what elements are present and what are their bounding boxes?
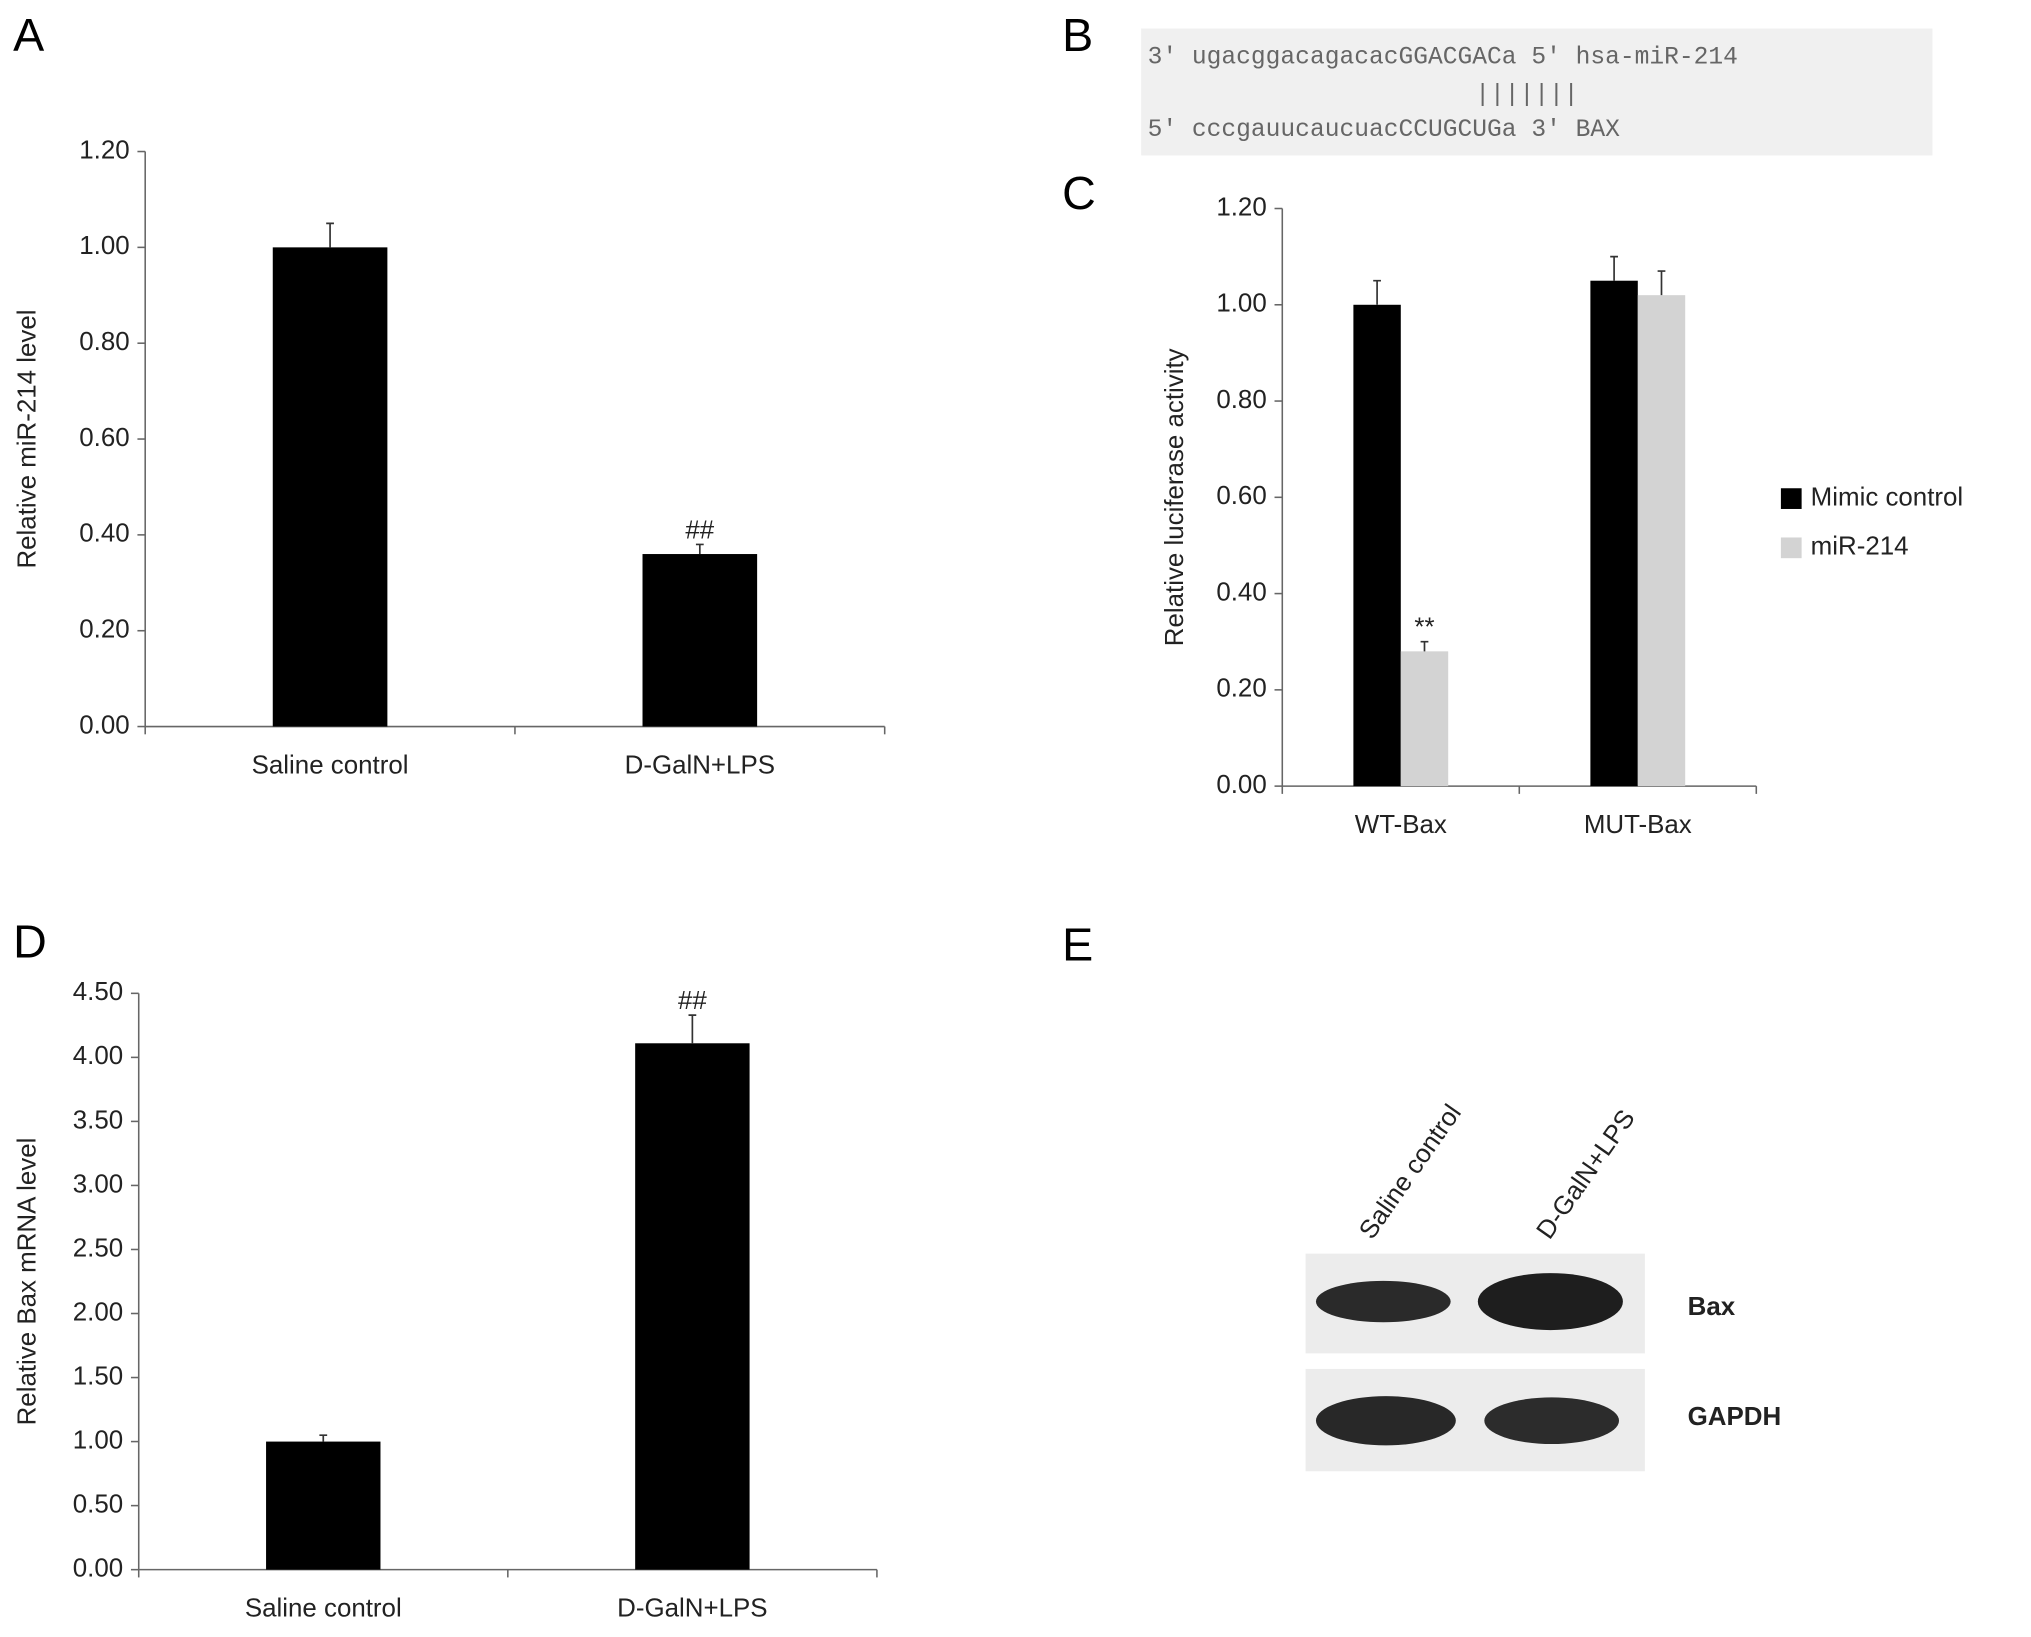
y-tick-label: 1.50 — [73, 1362, 123, 1390]
error-bar — [688, 1014, 697, 1044]
lane-label: D-GalN+LPS — [1531, 1105, 1640, 1244]
y-tick-label: 1.00 — [79, 232, 129, 260]
legend-label: miR-214 — [1811, 533, 1909, 561]
y-axis-label: Relative luciferase activity — [1161, 348, 1189, 646]
panel-label: E — [1062, 918, 1093, 970]
panel-label: C — [1062, 167, 1096, 219]
axis — [144, 151, 885, 728]
y-tick-label: 0.40 — [79, 520, 129, 548]
y-tick-label: 0.20 — [1216, 675, 1266, 703]
y-tick-label: 4.00 — [73, 1042, 123, 1070]
y-tick-label: 0.80 — [79, 328, 129, 356]
band — [1315, 1280, 1451, 1323]
x-tick-label: D-GalN+LPS — [625, 752, 775, 780]
y-tick-label: 4.50 — [73, 978, 123, 1006]
x-tick-label: Saline control — [252, 752, 409, 780]
error-bar — [326, 222, 334, 248]
error-bar — [1373, 279, 1381, 305]
band — [1315, 1396, 1456, 1446]
x-tick-label: MUT-Bax — [1584, 811, 1692, 839]
x-tick-label: Saline control — [245, 1595, 402, 1623]
sequence-box — [1141, 28, 1933, 156]
error-bar — [1657, 270, 1666, 296]
band — [1484, 1397, 1620, 1445]
bar — [272, 247, 388, 727]
legend-swatch — [1780, 537, 1802, 559]
band — [1477, 1273, 1623, 1331]
y-tick-label: 0.00 — [1216, 771, 1266, 799]
annotation: ** — [1414, 614, 1434, 642]
annotation: ## — [678, 987, 707, 1015]
error-bar — [1610, 255, 1618, 281]
bar — [1590, 280, 1638, 787]
lane-label: Saline control — [1354, 1100, 1467, 1245]
bar — [266, 1441, 381, 1570]
sequence-line: 5' cccgauucaucuacCCUGCUGa 3' BAX — [1148, 117, 1621, 144]
panel-label: D — [13, 916, 47, 968]
error-bar — [695, 543, 704, 555]
western-blot: Saline control D-GalN+LPS Bax GAPDH — [1305, 1100, 1781, 1472]
band-label: Bax — [1688, 1293, 1736, 1321]
error-bar — [319, 1434, 328, 1442]
y-tick-label: 1.20 — [79, 136, 129, 164]
pairing-line: ||||||| — [1475, 82, 1578, 109]
y-tick-label: 0.20 — [79, 616, 129, 644]
y-tick-label: 1.00 — [1216, 290, 1266, 318]
bar — [635, 1043, 750, 1570]
y-tick-label: 3.50 — [73, 1106, 123, 1134]
y-axis-label: Relative miR-214 level — [13, 310, 41, 569]
legend-swatch — [1780, 488, 1802, 509]
y-tick-label: 3.00 — [73, 1170, 123, 1198]
panel-label: A — [13, 9, 44, 61]
axis — [137, 993, 877, 1571]
error-bar — [1420, 640, 1429, 652]
y-axis-label: Relative Bax mRNA level — [13, 1138, 41, 1426]
legend-label: Mimic control — [1811, 483, 1964, 511]
y-tick-label: 2.00 — [73, 1298, 123, 1326]
y-tick-label: 1.00 — [73, 1426, 123, 1454]
panel-label: B — [1062, 9, 1093, 61]
y-tick-label: 0.00 — [73, 1554, 123, 1582]
bar — [1637, 295, 1686, 787]
x-tick-label: WT-Bax — [1355, 811, 1447, 839]
y-tick-label: 0.80 — [1216, 386, 1266, 414]
x-tick-label: D-GalN+LPS — [617, 1595, 767, 1623]
bar — [642, 554, 758, 727]
y-tick-label: 0.60 — [79, 424, 129, 452]
bar — [1353, 304, 1401, 787]
band-label: GAPDH — [1688, 1403, 1781, 1431]
sequence-line: 3' ugacggacagacacGGACGACa 5' hsa-miR-214 — [1148, 44, 1738, 71]
bar — [1400, 651, 1449, 787]
y-tick-label: 0.40 — [1216, 578, 1266, 606]
annotation: ## — [685, 516, 714, 544]
y-tick-label: 0.50 — [73, 1490, 123, 1518]
y-tick-label: 0.60 — [1216, 482, 1266, 510]
y-tick-label: 0.00 — [79, 711, 129, 739]
y-tick-label: 1.20 — [1216, 193, 1266, 221]
y-tick-label: 2.50 — [73, 1234, 123, 1262]
